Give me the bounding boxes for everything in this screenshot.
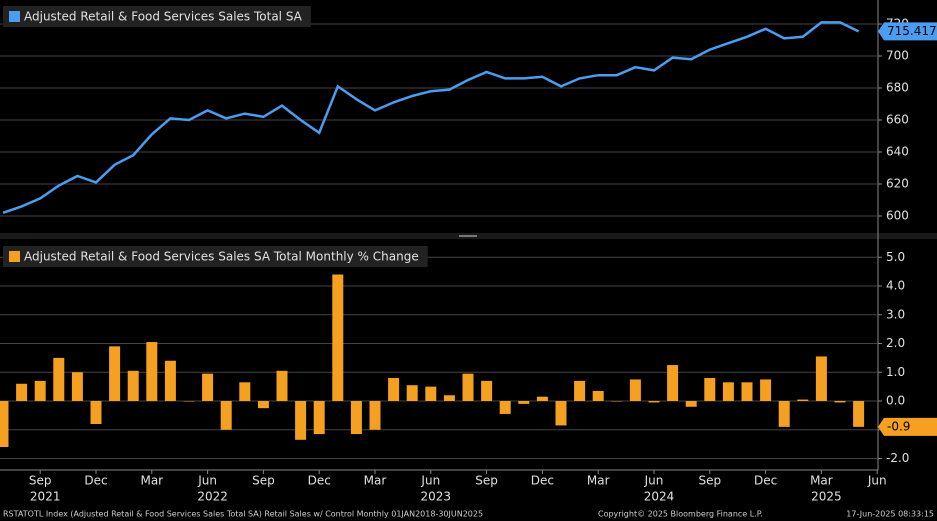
- bar: [443, 395, 455, 401]
- x-year-label: 2022: [197, 490, 228, 504]
- bar: [425, 386, 437, 401]
- bar: [202, 373, 214, 401]
- bar: [164, 360, 176, 401]
- bar: [369, 401, 381, 430]
- bar: [481, 380, 493, 401]
- x-tick-label: Jun: [420, 474, 440, 488]
- legend-swatch: [9, 11, 20, 22]
- y-tick-label: 640: [886, 145, 909, 159]
- bar: [499, 401, 511, 414]
- x-year-label: 2025: [811, 490, 842, 504]
- footer-timestamp: 17-Jun-2025 08:33:15: [846, 510, 934, 519]
- y-tick-label: 680: [886, 81, 909, 95]
- bar: [760, 379, 772, 401]
- bar: [406, 385, 418, 401]
- last-value-label: 715.417: [887, 24, 937, 38]
- bar: [53, 357, 65, 401]
- bar: [834, 401, 846, 403]
- footer-source: RSTATOTL Index (Adjusted Retail & Food S…: [3, 510, 483, 519]
- legend-label: Adjusted Retail & Food Services Sales SA…: [24, 250, 419, 264]
- bar: [332, 274, 344, 401]
- bar: [648, 401, 660, 403]
- y-tick-label: -2.0: [886, 451, 909, 465]
- bar: [109, 346, 121, 401]
- last-value-label: -0.9: [887, 419, 910, 433]
- bar: [313, 401, 325, 435]
- bar: [257, 401, 269, 409]
- x-tick-label: Sep: [475, 474, 498, 488]
- x-tick-label: Jun: [197, 474, 217, 488]
- bar: [462, 373, 474, 401]
- x-tick-label: Jun: [644, 474, 664, 488]
- x-tick-label: Sep: [698, 474, 721, 488]
- legend-label: Adjusted Retail & Food Services Sales To…: [24, 10, 303, 24]
- bar: [276, 370, 288, 401]
- x-tick-label: Sep: [252, 474, 275, 488]
- x-year-label: 2023: [421, 490, 452, 504]
- bar: [815, 356, 827, 401]
- bar: [667, 365, 679, 401]
- bar: [722, 382, 734, 401]
- bar: [778, 401, 790, 427]
- bar: [518, 401, 530, 404]
- x-tick-label: Mar: [587, 474, 610, 488]
- legend-swatch: [9, 251, 20, 262]
- bar: [574, 380, 586, 401]
- footer-copyright: Copyright© 2025 Bloomberg Finance L.P.: [598, 510, 763, 519]
- x-tick-label: Dec: [531, 474, 554, 488]
- bar: [16, 383, 28, 401]
- y-tick-label: 0.0: [886, 394, 905, 408]
- x-tick-label: Sep: [29, 474, 52, 488]
- bar: [71, 372, 83, 401]
- x-tick-label: Dec: [84, 474, 107, 488]
- data-line: [2, 21, 860, 214]
- x-tick-label: Dec: [754, 474, 777, 488]
- bar: [555, 401, 567, 426]
- x-tick-label: Mar: [140, 474, 163, 488]
- bar: [34, 380, 46, 401]
- x-year-label: 2021: [30, 490, 61, 504]
- bar: [797, 399, 809, 401]
- y-tick-label: 3.0: [886, 307, 905, 321]
- x-tick-label: Dec: [308, 474, 331, 488]
- bar: [388, 378, 400, 401]
- bar: [853, 401, 865, 427]
- bar: [220, 401, 232, 430]
- bar: [146, 342, 158, 401]
- bar: [592, 390, 604, 401]
- bar: [685, 401, 697, 407]
- y-tick-label: 4.0: [886, 279, 905, 293]
- legend-box: [3, 246, 428, 267]
- legend-box: [3, 6, 311, 27]
- bar: [183, 401, 195, 402]
- y-tick-label: 2.0: [886, 336, 905, 350]
- x-year-label: 2024: [644, 490, 675, 504]
- bar: [239, 382, 251, 401]
- last-value-badge: [878, 22, 937, 41]
- x-tick-label: Mar: [810, 474, 833, 488]
- y-tick-label: 600: [886, 209, 909, 223]
- bar: [741, 382, 753, 401]
- last-value-badge: [878, 417, 937, 436]
- x-tick-label: Jun: [867, 474, 887, 488]
- bar: [127, 370, 139, 401]
- y-tick-label: 700: [886, 49, 909, 63]
- x-tick-label: Mar: [364, 474, 387, 488]
- bar: [350, 401, 362, 435]
- y-tick-label: 620: [886, 177, 909, 191]
- bar: [704, 378, 716, 401]
- bar: [629, 379, 641, 401]
- bar: [0, 401, 9, 447]
- y-tick-label: 1.0: [886, 365, 905, 379]
- bar: [611, 401, 623, 402]
- y-tick-label: 660: [886, 113, 909, 127]
- bar: [536, 396, 548, 401]
- bar: [295, 401, 307, 440]
- y-tick-label: 5.0: [886, 250, 905, 264]
- bar: [90, 401, 102, 424]
